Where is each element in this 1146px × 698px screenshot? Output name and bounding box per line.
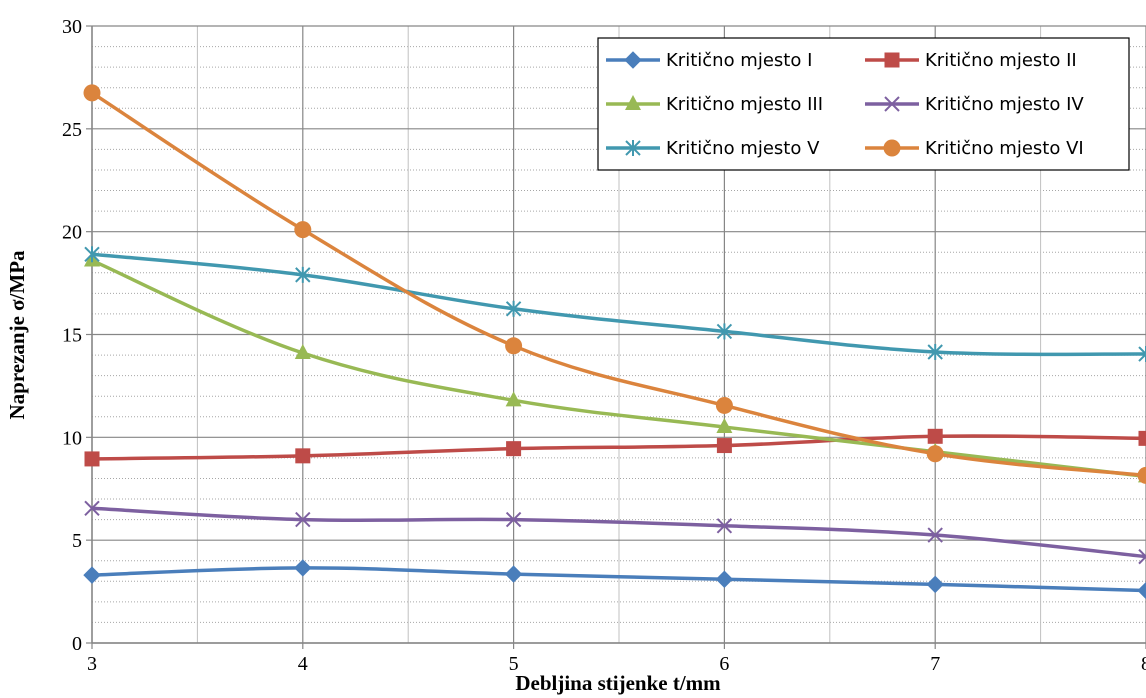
legend-item-1: Kritično mjesto I bbox=[606, 50, 812, 71]
x-tick-label: 7 bbox=[930, 653, 940, 675]
data-point bbox=[505, 300, 522, 317]
data-point bbox=[926, 445, 944, 463]
data-point bbox=[1138, 346, 1146, 363]
data-point bbox=[927, 527, 943, 543]
y-tick-label: 0 bbox=[72, 633, 82, 655]
series-line bbox=[91, 506, 1146, 559]
legend-marker bbox=[624, 51, 642, 69]
series-4 bbox=[84, 500, 1146, 565]
legend-marker bbox=[884, 96, 900, 112]
series-line bbox=[91, 252, 1146, 357]
y-tick-label: 5 bbox=[72, 530, 82, 552]
data-point bbox=[294, 344, 311, 360]
x-tick-label: 5 bbox=[509, 653, 519, 675]
series-5 bbox=[84, 246, 1146, 363]
series-line bbox=[91, 91, 1146, 478]
data-point bbox=[83, 566, 101, 584]
x-tick-label: 8 bbox=[1141, 653, 1146, 675]
data-point bbox=[1137, 466, 1146, 484]
data-point bbox=[715, 570, 734, 588]
series-line bbox=[91, 258, 1146, 479]
legend-label: Kritično mjesto I bbox=[666, 50, 812, 71]
y-tick-label: 20 bbox=[62, 222, 82, 244]
y-tick-label: 15 bbox=[62, 325, 82, 347]
data-point bbox=[716, 418, 733, 434]
data-point bbox=[716, 438, 732, 454]
data-point bbox=[505, 511, 522, 528]
axis-labels: Naprezanje σ/MPa Debljina stijenke t/mm bbox=[5, 250, 721, 695]
data-point bbox=[84, 246, 100, 263]
data-point bbox=[927, 428, 943, 444]
data-point bbox=[506, 441, 522, 457]
legend-marker bbox=[884, 52, 900, 68]
x-axis-title: Debljina stijenke t/mm bbox=[515, 671, 721, 695]
data-point bbox=[1137, 581, 1146, 600]
axes: 0 5 10 15 20 25 30 3 4 5 6 7 8 bbox=[62, 16, 1146, 675]
data-point bbox=[716, 323, 733, 340]
legend-item-5: Kritično mjesto V bbox=[606, 138, 820, 159]
legend-label: Kritično mjesto IV bbox=[925, 94, 1084, 115]
series-line bbox=[91, 434, 1146, 461]
data-point bbox=[295, 266, 311, 283]
data-point bbox=[504, 565, 523, 583]
legend-label: Kritično mjesto V bbox=[666, 138, 820, 159]
data-point bbox=[295, 511, 311, 528]
data-point bbox=[715, 396, 733, 414]
data-point bbox=[927, 343, 943, 360]
legend-box bbox=[597, 37, 1130, 171]
series-6 bbox=[83, 84, 1146, 484]
data-point bbox=[1138, 430, 1146, 446]
data-point bbox=[294, 221, 312, 239]
legend-item-2: Kritično mjesto II bbox=[865, 50, 1077, 71]
series-lines bbox=[83, 84, 1146, 600]
data-point bbox=[295, 448, 311, 464]
y-tick-label: 25 bbox=[62, 119, 82, 141]
legend-marker bbox=[625, 95, 641, 110]
legend-item-6: Kritično mjesto VI bbox=[865, 138, 1084, 159]
x-tick-label: 6 bbox=[719, 653, 729, 675]
x-tick-label: 4 bbox=[298, 653, 308, 675]
legend-item-4: Kritično mjesto IV bbox=[865, 94, 1084, 115]
x-tick-label: 3 bbox=[87, 653, 97, 675]
y-tick-label: 30 bbox=[62, 16, 82, 38]
y-axis-title: Naprezanje σ/MPa bbox=[5, 250, 29, 420]
y-tick-label: 10 bbox=[62, 427, 82, 449]
legend-label: Kritično mjesto II bbox=[925, 50, 1077, 71]
data-point bbox=[505, 337, 523, 355]
series-2 bbox=[84, 428, 1146, 467]
series-1 bbox=[83, 559, 1146, 600]
data-point bbox=[716, 518, 733, 534]
series-line bbox=[91, 566, 1146, 593]
legend-item-3: Kritično mjesto III bbox=[606, 94, 823, 115]
data-point bbox=[1138, 548, 1146, 565]
legend-marker bbox=[625, 140, 641, 156]
data-point bbox=[926, 575, 944, 594]
legend-label: Kritično mjesto III bbox=[666, 94, 823, 115]
legend-marker bbox=[883, 139, 901, 157]
legend: Kritično mjesto I Kritično mjesto II Kriti… bbox=[597, 37, 1130, 171]
data-point bbox=[83, 84, 101, 102]
data-point bbox=[294, 559, 312, 577]
data-point bbox=[84, 451, 100, 467]
legend-label: Kritično mjesto VI bbox=[925, 138, 1084, 159]
data-point bbox=[505, 391, 522, 407]
data-point bbox=[84, 500, 100, 516]
